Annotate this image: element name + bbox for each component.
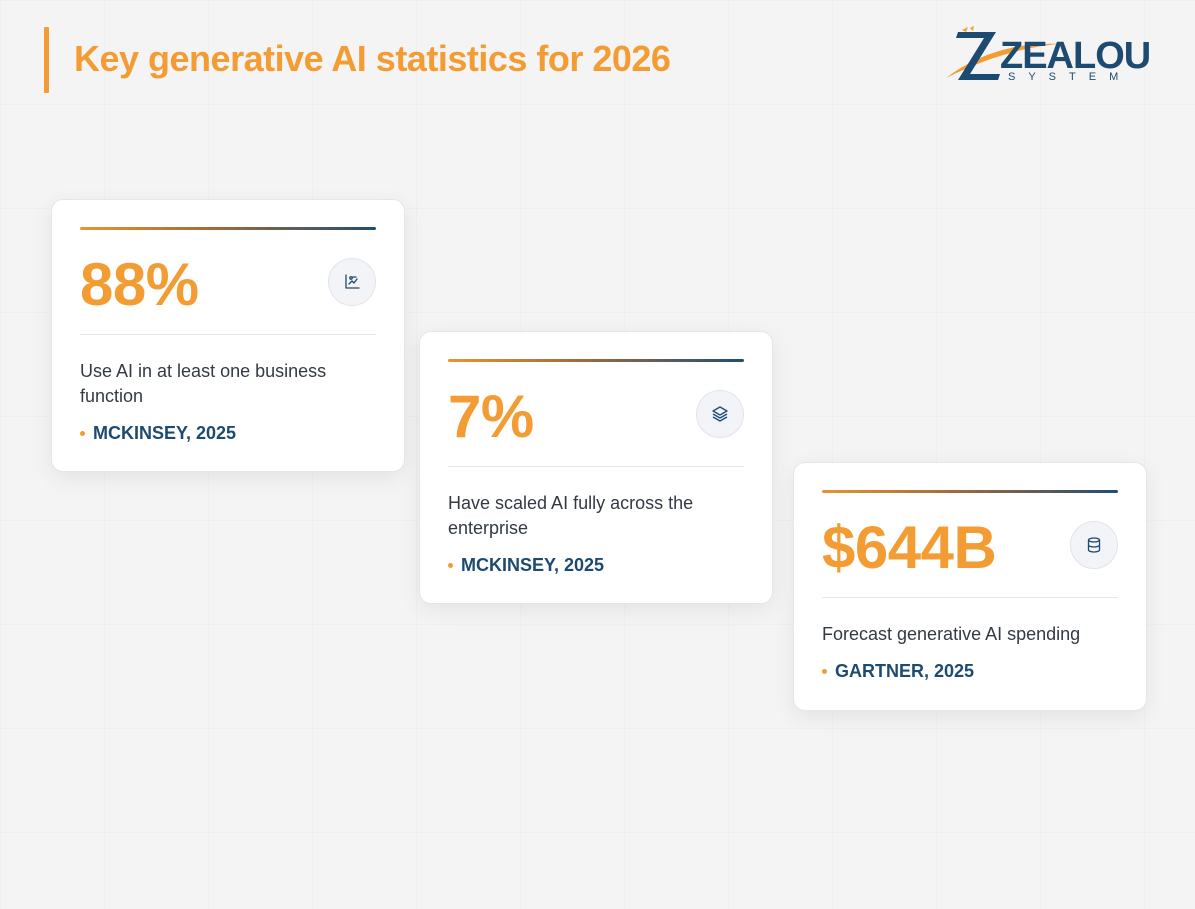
- bullet-icon: [80, 431, 85, 436]
- stat-source-label: MCKINSEY, 2025: [461, 555, 605, 575]
- database-icon: [1070, 521, 1118, 569]
- stat-description: Have scaled AI fully across the enterpri…: [448, 493, 694, 538]
- stat-description: Forecast generative AI spending: [822, 624, 1081, 644]
- stat-card-2: 7% Have scaled AI fully across the enter…: [419, 331, 773, 604]
- stat-source: MCKINSEY, 2025: [80, 423, 376, 444]
- stat-value: $644B: [822, 514, 997, 581]
- stat-source: GARTNER, 2025: [822, 661, 1118, 682]
- card-divider: [448, 466, 744, 467]
- title-accent-bar: [44, 27, 49, 93]
- chart-icon: [328, 258, 376, 306]
- stat-value: 7%: [448, 383, 534, 450]
- stat-source-label: GARTNER, 2025: [835, 661, 975, 681]
- card-accent-line: [80, 227, 376, 230]
- stat-source-label: MCKINSEY, 2025: [93, 423, 237, 443]
- stat-card-3: $644B Forecast generative AI spending GA…: [793, 462, 1147, 711]
- stat-source: MCKINSEY, 2025: [448, 555, 744, 576]
- card-divider: [822, 597, 1118, 598]
- bullet-icon: [448, 563, 453, 568]
- card-divider: [80, 334, 376, 335]
- card-accent-line: [822, 490, 1118, 493]
- stat-description: Use AI in at least one business function: [80, 361, 327, 406]
- stat-value: 88%: [80, 251, 199, 318]
- bullet-icon: [822, 669, 827, 674]
- page-title: Key generative AI statistics for 2026: [74, 38, 671, 79]
- logo-tagline: SYSTEM: [1008, 71, 1131, 83]
- card-accent-line: [448, 359, 744, 362]
- layers-icon: [696, 390, 744, 438]
- stat-card-1: 88% Use AI in at least one business func…: [51, 199, 405, 472]
